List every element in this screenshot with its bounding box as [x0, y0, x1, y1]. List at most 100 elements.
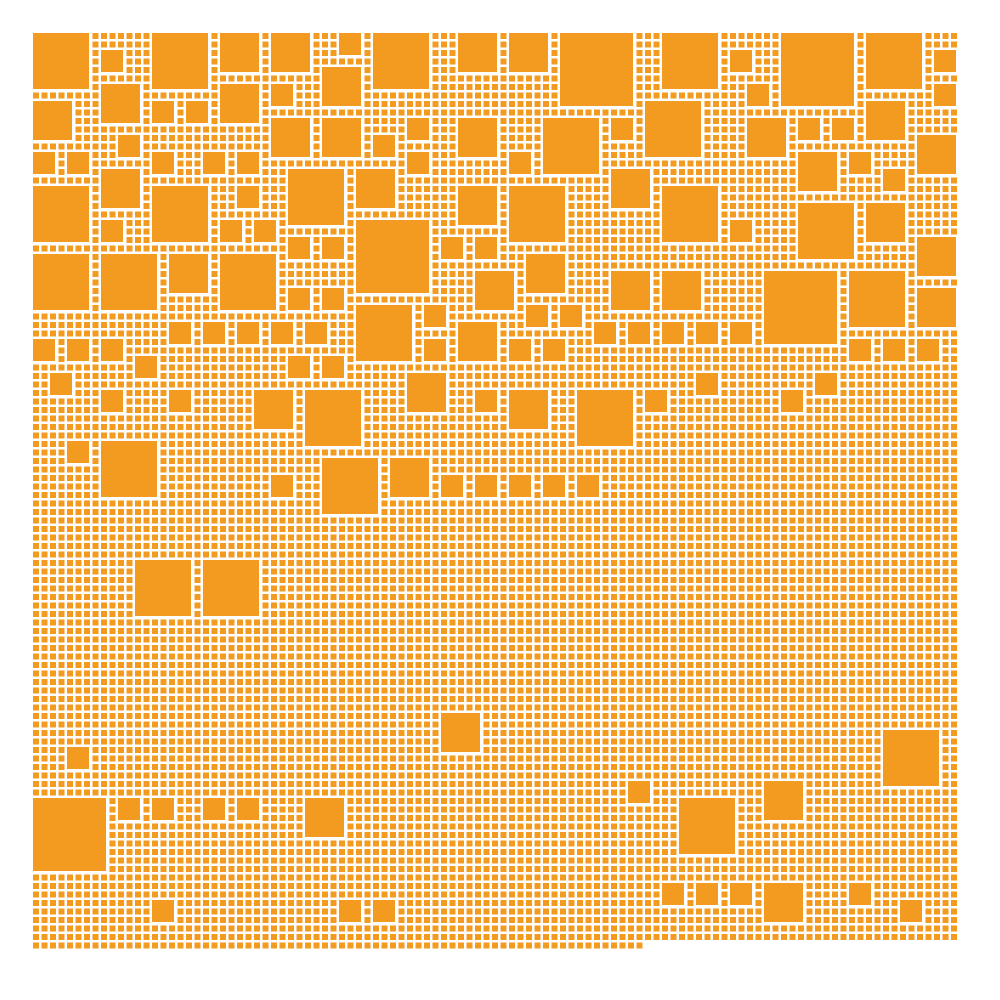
mosaic-tile-small — [228, 407, 235, 413]
mosaic-tile-small — [534, 432, 541, 439]
mosaic-tile-small — [628, 602, 634, 609]
mosaic-tile-small — [296, 330, 303, 337]
mosaic-tile-small — [194, 415, 201, 422]
mosaic-tile-small — [755, 296, 762, 303]
mosaic-tile-small — [730, 84, 736, 90]
mosaic-tile-small — [764, 220, 770, 226]
mosaic-tile-small — [713, 415, 719, 422]
mosaic-tile-large — [101, 441, 157, 497]
mosaic-tile-small — [551, 636, 558, 643]
mosaic-tile-small — [381, 126, 388, 133]
mosaic-tile-small — [840, 415, 847, 422]
mosaic-tile-small — [356, 517, 362, 524]
mosaic-tile-small — [322, 602, 328, 609]
mosaic-tile-small — [636, 568, 643, 575]
mosaic-tile-small — [951, 330, 957, 337]
mosaic-tile-small — [789, 432, 796, 439]
mosaic-tile-small — [951, 585, 957, 592]
mosaic-tile-small — [509, 84, 515, 90]
mosaic-tile-small — [177, 475, 184, 481]
mosaic-tile-small — [764, 194, 770, 201]
mosaic-tile-small — [798, 143, 804, 150]
mosaic-tile-small — [687, 330, 694, 337]
mosaic-tile-small — [934, 41, 940, 48]
mosaic-tile-large — [543, 118, 599, 174]
mosaic-tile-small — [67, 424, 73, 430]
mosaic-tile-small — [713, 288, 719, 294]
mosaic-tile-small — [551, 33, 558, 39]
mosaic-tile-small — [696, 636, 702, 643]
mosaic-tile-small — [866, 398, 872, 405]
mosaic-tile-small — [653, 203, 660, 209]
mosaic-tile-small — [220, 415, 226, 422]
mosaic-tile-small — [364, 602, 371, 609]
mosaic-tile-small — [764, 441, 770, 447]
mosaic-tile-small — [908, 381, 915, 388]
mosaic-tile-small — [636, 458, 643, 464]
mosaic-tile-small — [866, 92, 872, 99]
mosaic-tile-small — [704, 492, 711, 498]
mosaic-tile-small — [58, 543, 65, 549]
mosaic-tile-small — [696, 611, 702, 617]
mosaic-tile-small — [636, 245, 643, 252]
mosaic-tile-small — [356, 364, 362, 371]
mosaic-tile-small — [738, 407, 745, 413]
mosaic-tile-small — [143, 245, 150, 252]
mosaic-tile-small — [75, 126, 82, 133]
mosaic-tile-small — [41, 441, 48, 447]
mosaic-tile-small — [160, 296, 167, 303]
mosaic-tile-small — [483, 84, 490, 90]
mosaic-tile-small — [169, 534, 175, 541]
mosaic-tile-small — [611, 466, 617, 473]
mosaic-tile-small — [194, 568, 201, 575]
mosaic-tile-small — [832, 560, 838, 566]
mosaic-tile-small — [832, 347, 838, 354]
mosaic-tile-small — [288, 347, 294, 354]
mosaic-tile-small — [424, 526, 430, 532]
mosaic-tile-small — [109, 628, 116, 634]
mosaic-tile-small — [424, 602, 430, 609]
mosaic-tile-small — [407, 143, 413, 150]
mosaic-tile-small — [347, 262, 354, 269]
mosaic-tile-small — [169, 483, 175, 490]
mosaic-tile-small — [891, 500, 898, 507]
mosaic-tile-small — [653, 619, 660, 626]
mosaic-tile-small — [186, 458, 192, 464]
mosaic-tile-small — [126, 398, 133, 405]
mosaic-tile-small — [58, 636, 65, 643]
mosaic-tile-small — [891, 594, 898, 600]
mosaic-tile-small — [781, 228, 787, 235]
mosaic-tile-small — [883, 483, 889, 490]
mosaic-tile-small — [577, 296, 583, 303]
mosaic-tile-small — [466, 458, 473, 464]
mosaic-tile-small — [84, 177, 90, 184]
mosaic-tile-small — [143, 517, 150, 524]
mosaic-tile-small — [296, 526, 303, 532]
mosaic-tile-small — [58, 441, 65, 447]
mosaic-tile-small — [951, 619, 957, 626]
mosaic-tile-small — [449, 458, 456, 464]
mosaic-tile-small — [560, 534, 566, 541]
mosaic-tile-small — [687, 619, 694, 626]
mosaic-tile-small — [466, 169, 473, 175]
mosaic-tile-small — [534, 585, 541, 592]
mosaic-tile-small — [92, 517, 99, 524]
mosaic-tile-small — [874, 475, 881, 481]
mosaic-tile-small — [509, 619, 515, 626]
mosaic-tile-small — [934, 543, 940, 549]
mosaic-tile-small — [789, 424, 796, 430]
mosaic-tile-small — [415, 186, 422, 192]
mosaic-tile-small — [687, 543, 694, 549]
mosaic-tile-small — [475, 602, 481, 609]
mosaic-tile-small — [194, 475, 201, 481]
mosaic-tile-small — [832, 398, 838, 405]
mosaic-tile-small — [883, 254, 889, 260]
mosaic-tile-small — [271, 602, 277, 609]
mosaic-tile-small — [543, 526, 549, 532]
mosaic-tile-small — [866, 364, 872, 371]
mosaic-tile-small — [347, 543, 354, 549]
mosaic-tile-small — [934, 186, 940, 192]
mosaic-tile-small — [245, 245, 252, 252]
mosaic-tile-small — [305, 560, 311, 566]
mosaic-tile-small — [203, 628, 209, 634]
